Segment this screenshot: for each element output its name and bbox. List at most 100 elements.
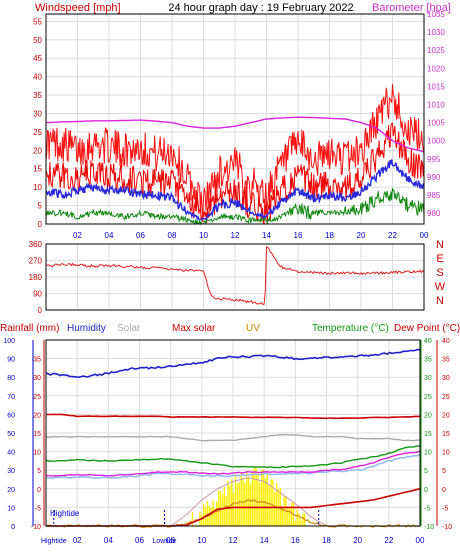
direction-line (45, 246, 425, 306)
chart-title: 24 hour graph day : 19 February 2022 (168, 2, 353, 14)
temperature-y-tick-label: 25 (424, 394, 432, 401)
climate-x-tick-label: 16 (291, 536, 300, 545)
direction-series (45, 246, 425, 306)
climate-line-solar_gray (46, 433, 421, 442)
climate-line-dew_point (45, 450, 421, 477)
humidity-y-tick-label: 20 (7, 487, 15, 494)
wind-x-tick-label: 12 (231, 231, 240, 240)
direction-y-ticks: 0 90 180 270 360 (29, 240, 43, 315)
climate-plot-frame (45, 339, 421, 527)
dewpoint-y-tick-label: 30 (442, 375, 450, 382)
legend-entry: Rainfall (mm) (0, 323, 59, 334)
wind-x-ticks: 02 04 06 08 10 12 14 16 18 20 22 00 (73, 231, 429, 240)
barometer-y-tick-label: 1005 (427, 119, 445, 128)
compass-label: E (436, 253, 443, 265)
humidity-y-tick-label: 60 (7, 412, 15, 419)
temperature-y-tick-label: 30 (424, 375, 432, 382)
wind-y-ticks: 0 5 10 15 20 25 30 35 40 45 50 55 (33, 17, 42, 229)
temperature-y-tick-label: 35 (424, 357, 432, 364)
temperature-y-tick-label: -10 (424, 524, 434, 531)
climate-x-tick-label: 12 (229, 536, 238, 545)
rain-y-tick-label: 35 (33, 357, 41, 364)
tide-marker-label: Lowtide (152, 538, 176, 545)
compass-label: N (436, 295, 444, 307)
wind-axis-label: Windspeed [mph] (35, 2, 121, 14)
climate-x-tick-label: 00 (416, 536, 425, 545)
wind-x-tick-label: 18 (325, 231, 334, 240)
climate-line-temperature (45, 445, 421, 469)
direction-y-tick-label: 0 (38, 306, 43, 315)
humidity-y-ticks: 0 10 20 30 40 50 60 70 80 90 100 (3, 338, 15, 531)
direction-plot-frame (45, 243, 425, 311)
barometer-y-tick-label: 990 (427, 173, 441, 182)
climate-x-tick-label: 18 (322, 536, 331, 545)
dewpoint-y-tick-label: 35 (442, 357, 450, 364)
direction-y-tick-label: 180 (29, 273, 43, 282)
wind-x-tick-label: 08 (168, 231, 177, 240)
climate-line-max_solar_line (46, 413, 420, 420)
temperature-y-tick-label: 40 (424, 338, 432, 345)
humidity-y-tick-label: 70 (7, 394, 15, 401)
temperature-y-ticks: -10 -10 -5 -5 0 0 5 5 10 10 15 15 20 20 25 25 30 30 35 35 40… (424, 338, 452, 531)
humidity-y-tick-label: 40 (7, 450, 15, 457)
legend-entry: Dew Point (°C) (394, 323, 460, 334)
climate-series (45, 348, 421, 528)
wind-y-tick-label: 45 (33, 54, 42, 63)
barometer-y-tick-label: 1035 (427, 10, 445, 19)
wind-plot-frame (45, 13, 425, 225)
temperature-y-tick-label: -5 (424, 505, 430, 512)
compass-label: S (436, 267, 443, 279)
barometer-y-tick-label: 1030 (427, 28, 445, 37)
legend-entry: Max solar (172, 323, 216, 334)
climate-line-humidity_temp_scale (45, 348, 421, 379)
climate-x-tick-label: 04 (104, 536, 113, 545)
climate-line-feels_light (45, 453, 421, 480)
tide-label: Hightide (50, 509, 80, 518)
dewpoint-y-tick-label: 5 (442, 468, 446, 475)
climate-x-tick-label: 20 (353, 536, 362, 545)
wind-x-tick-label: 00 (420, 231, 429, 240)
barometer-y-ticks: 980 985 990 995 1000 1005 1010 1015 1020 1025 1030… (427, 10, 445, 218)
wind-y-tick-label: 30 (33, 109, 42, 118)
wind-y-tick-label: 15 (33, 165, 42, 174)
humidity-y-tick-label: 0 (11, 524, 15, 531)
rain-y-tick-label: -5 (35, 505, 41, 512)
wind-series-average (45, 159, 425, 221)
rain-y-tick-label: 15 (33, 431, 41, 438)
rain-y-tick-label: 30 (33, 375, 41, 382)
dewpoint-y-tick-label: 25 (442, 394, 450, 401)
barometer-y-tick-label: 995 (427, 155, 441, 164)
wind-x-tick-label: 20 (357, 231, 366, 240)
climate-panel: Rainfall (mm) Humidity Solar Max solar UV Tem… (0, 323, 460, 545)
wind-y-tick-label: 10 (33, 183, 42, 192)
compass-label: N (436, 239, 444, 251)
wind-y-tick-label: 50 (33, 36, 42, 45)
dewpoint-y-tick-label: 0 (442, 487, 446, 494)
compass-label: W (435, 281, 446, 293)
barometer-line (45, 116, 425, 153)
barometer-y-tick-label: 985 (427, 191, 441, 200)
tide-markers: Hightide Hightide Lowtide (41, 509, 320, 545)
direction-y-tick-label: 90 (33, 290, 42, 299)
wind-y-tick-label: 40 (33, 73, 42, 82)
rain-y-tick-label: 20 (33, 412, 41, 419)
wind-panel: Windspeed [mph] 24 hour graph day : 19 F… (33, 2, 451, 240)
temperature-y-tick-label: 5 (424, 468, 428, 475)
temperature-y-tick-label: 15 (424, 431, 432, 438)
barometer-y-tick-label: 1020 (427, 64, 445, 73)
wind-y-tick-label: 0 (38, 220, 43, 229)
rain-y-ticks: -10 -5 0 5 10 15 20 25 30 35 (31, 357, 41, 531)
humidity-y-tick-label: 90 (7, 357, 15, 364)
wind-y-tick-label: 5 (38, 202, 43, 211)
temperature-y-tick-label: 20 (424, 412, 432, 419)
dewpoint-y-tick-label: 40 (442, 338, 450, 345)
legend-entry: Humidity (67, 323, 106, 334)
temperature-y-tick-label: 10 (424, 450, 432, 457)
wind-y-tick-label: 35 (33, 91, 42, 100)
humidity-y-tick-label: 30 (7, 468, 15, 475)
wind-x-tick-label: 22 (388, 231, 397, 240)
climate-x-tick-label: 06 (135, 536, 144, 545)
wind-x-tick-label: 10 (199, 231, 208, 240)
